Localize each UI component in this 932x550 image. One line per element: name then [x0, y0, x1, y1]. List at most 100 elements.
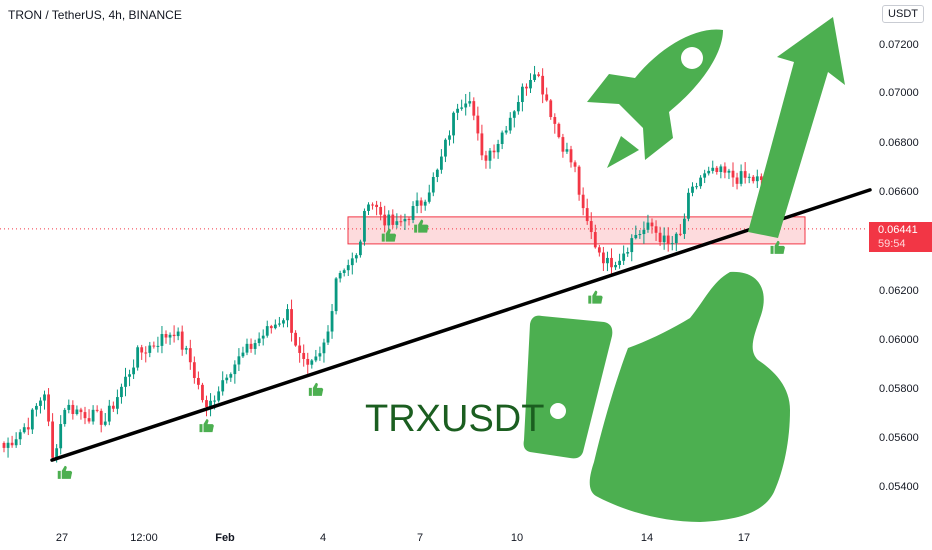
candle-body [674, 233, 678, 244]
x-tick-label: Feb [215, 532, 235, 544]
candle-body [480, 133, 484, 156]
candle-body [456, 108, 459, 113]
candle-body [124, 376, 127, 387]
candle-body [610, 257, 613, 268]
trendline[interactable] [50, 188, 872, 462]
candle-body [273, 324, 277, 329]
candle-body [184, 348, 188, 350]
candle-body [460, 107, 464, 109]
candle-body [35, 405, 38, 410]
candle-body [225, 377, 229, 381]
candle-body [217, 391, 221, 401]
candle-body [221, 380, 225, 392]
candle-body [192, 362, 196, 378]
thumbs-up-icon [523, 271, 790, 522]
candle-body [111, 405, 115, 409]
candle-body [435, 169, 439, 177]
candle-body [99, 410, 103, 425]
candle-body [755, 176, 759, 182]
candle-body [415, 200, 419, 207]
candle-body [261, 335, 265, 339]
y-tick-label: 0.05800 [879, 383, 919, 395]
candle-body [257, 338, 261, 344]
last-price-value: 0.06441 [878, 224, 918, 236]
candle-body [172, 334, 176, 337]
candle-body [468, 101, 472, 104]
candle-body [103, 421, 107, 425]
bull-marker-icon [199, 419, 214, 433]
candle-body [452, 112, 455, 136]
x-tick-label: 17 [738, 532, 750, 544]
candle-body [286, 309, 289, 321]
candle-body [666, 235, 670, 244]
candle-body [310, 360, 314, 365]
candle-body [233, 364, 237, 375]
chart-title: TRON / TetherUS, 4h, BINANCE [8, 8, 182, 22]
candle-body [91, 409, 95, 422]
candle-body [87, 418, 91, 422]
candle-body [488, 150, 492, 161]
candle-body [691, 186, 694, 193]
candle-body [747, 176, 751, 178]
candle-body [630, 238, 634, 253]
y-axis: 0.07200 0.07000 0.06800 0.06600 0.06200 … [879, 39, 919, 493]
candle-body [387, 214, 391, 226]
y-tick-label: 0.05400 [879, 481, 919, 493]
x-tick-label: 14 [641, 532, 653, 544]
candle-body [695, 186, 698, 188]
candle-body [237, 356, 241, 365]
candle-body [597, 247, 601, 253]
candle-body [209, 400, 212, 408]
candle-body [727, 170, 731, 173]
x-axis: 27 12:00 Feb 4 7 10 14 17 [56, 532, 750, 544]
last-price-tag: 0.06441 59:54 [869, 222, 932, 252]
candle-body [148, 345, 152, 353]
candle-body [75, 409, 79, 414]
candle-body [411, 206, 415, 220]
candle-body [492, 150, 496, 153]
candle-body [205, 400, 208, 408]
candle-body [326, 331, 330, 343]
candle-body [79, 409, 83, 413]
candle-body [427, 192, 431, 202]
candle-body [529, 79, 532, 89]
candle-body [318, 353, 322, 357]
candle-body [731, 170, 735, 178]
candle-body [448, 135, 451, 140]
candle-body [739, 171, 743, 184]
candle-body [132, 367, 135, 375]
candle-body [407, 218, 411, 220]
candle-body [654, 226, 658, 233]
candle-body [294, 332, 297, 346]
candle-body [606, 257, 609, 264]
candle-body [496, 143, 500, 153]
candle-body [589, 221, 593, 233]
candle-body [188, 348, 192, 363]
candle-body [229, 374, 233, 378]
candle-body [116, 397, 119, 409]
currency-button[interactable]: USDT [882, 5, 924, 23]
candle-body [128, 374, 131, 377]
candle-body [715, 167, 719, 173]
candle-body [561, 137, 565, 152]
candle-body [375, 204, 378, 208]
candle-body [541, 75, 545, 95]
candle-body [512, 111, 516, 118]
candle-body [51, 421, 54, 458]
candle-body [670, 243, 674, 245]
candle-body [55, 448, 59, 458]
candle-body [71, 404, 75, 414]
y-tick-label: 0.06600 [879, 186, 919, 198]
candle-body [464, 103, 468, 108]
candle-body [545, 94, 549, 101]
candle-body [508, 117, 512, 131]
candle-body [743, 171, 747, 178]
candle-body [22, 427, 26, 433]
candle-body [302, 352, 306, 359]
bull-marker-icon [414, 219, 429, 233]
candle-body [431, 176, 435, 193]
candle-body [683, 218, 686, 234]
bull-marker-icon [57, 465, 73, 479]
candle-body [383, 214, 387, 226]
